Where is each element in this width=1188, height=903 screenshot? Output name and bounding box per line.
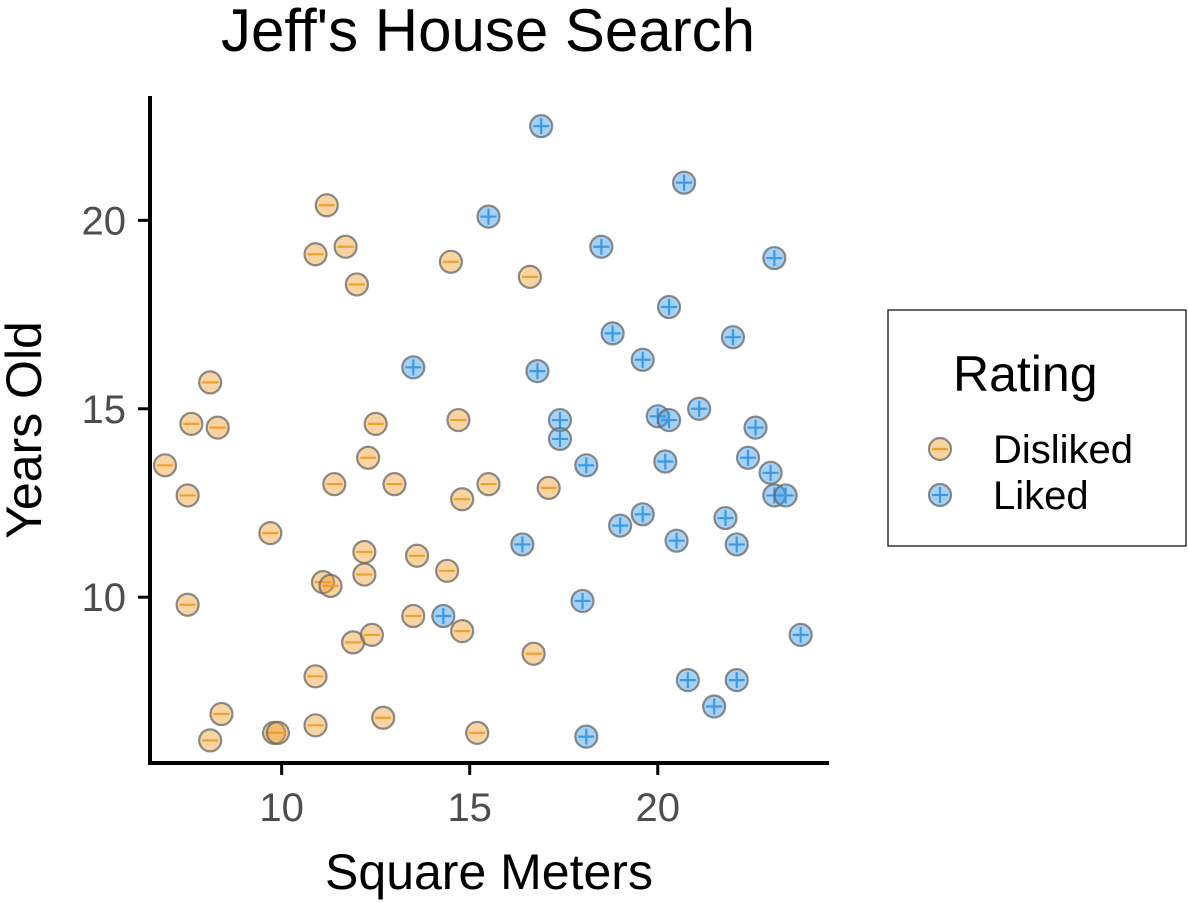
data-point-liked (589, 234, 614, 259)
data-point-liked (735, 445, 761, 470)
data-point-liked (574, 724, 599, 749)
data-point-liked (510, 532, 535, 557)
data-point-disliked (363, 411, 388, 436)
data-point-disliked (314, 193, 339, 218)
data-point-liked (724, 667, 749, 693)
y-axis-ticks: 10 15 20 (82, 199, 150, 620)
data-point-liked (773, 483, 798, 508)
data-point-liked (570, 588, 595, 614)
data-point-liked (547, 426, 573, 452)
data-point-liked (653, 449, 678, 474)
data-point-disliked (152, 453, 178, 478)
data-point-liked (656, 294, 682, 320)
legend-label-liked: Liked (993, 474, 1089, 518)
data-point-liked (525, 358, 550, 384)
x-tick-label: 10 (259, 786, 304, 830)
data-point-liked (788, 622, 813, 647)
y-tick-label: 10 (82, 576, 127, 620)
legend-key-liked (927, 482, 953, 508)
x-axis-title: Square Meters (325, 844, 653, 900)
legend-label-disliked: Disliked (993, 428, 1133, 472)
data-point-disliked (476, 472, 501, 497)
data-point-disliked (450, 487, 475, 512)
data-point-disliked (303, 664, 328, 689)
data-point-disliked (198, 370, 223, 395)
data-point-disliked (209, 701, 234, 727)
data-point-disliked (175, 483, 200, 508)
data-point-disliked (322, 472, 347, 497)
data-point-liked (675, 667, 700, 693)
data-point-liked (664, 528, 689, 553)
data-point-disliked (341, 630, 366, 655)
data-point-disliked (198, 728, 223, 753)
data-point-disliked (517, 264, 542, 289)
points-layer (152, 114, 813, 753)
data-point-disliked (303, 242, 328, 267)
data-point-disliked (205, 415, 230, 440)
y-axis-title: Years Old (0, 321, 52, 539)
data-point-liked (762, 245, 787, 271)
data-point-liked (656, 407, 682, 433)
data-point-liked (401, 355, 426, 380)
data-point-disliked (310, 570, 336, 595)
data-point-liked (713, 505, 738, 531)
data-point-disliked (265, 720, 290, 745)
chart-title: Jeff's House Search (221, 0, 755, 64)
data-point-liked (687, 396, 712, 421)
data-point-disliked (382, 472, 407, 497)
data-point-disliked (356, 445, 381, 470)
data-point-disliked (401, 603, 426, 629)
data-point-liked (630, 347, 655, 372)
data-point-disliked (258, 521, 283, 546)
data-point-disliked (179, 411, 204, 436)
data-point-disliked (359, 622, 385, 647)
y-tick-label: 20 (82, 199, 127, 243)
data-point-liked (630, 502, 655, 527)
data-point-liked (702, 694, 727, 719)
data-point-disliked (318, 573, 343, 598)
data-point-liked (574, 453, 599, 478)
data-point-disliked (175, 592, 200, 617)
data-point-disliked (446, 407, 471, 433)
data-point-liked (476, 204, 501, 229)
legend-key-disliked (927, 436, 953, 462)
data-point-liked (608, 513, 633, 538)
data-point-liked (529, 114, 554, 139)
data-point-disliked (344, 272, 369, 297)
data-point-liked (720, 325, 746, 350)
data-point-liked (758, 460, 783, 485)
data-point-disliked (352, 539, 377, 565)
data-point-disliked (352, 562, 377, 587)
data-point-liked (600, 321, 625, 346)
data-point-disliked (450, 619, 475, 644)
data-point-disliked (536, 475, 561, 501)
data-point-disliked (404, 543, 430, 568)
data-point-disliked (333, 234, 358, 259)
data-point-disliked (371, 705, 396, 730)
y-tick-label: 15 (82, 388, 127, 432)
data-point-liked (431, 603, 456, 629)
x-tick-label: 15 (447, 786, 492, 830)
data-point-liked (743, 415, 768, 440)
data-point-liked (724, 532, 749, 557)
data-point-disliked (435, 558, 460, 583)
data-point-disliked (465, 720, 490, 745)
data-point-disliked (303, 713, 328, 738)
data-point-liked (671, 170, 697, 195)
x-axis-ticks: 10 15 20 (259, 763, 680, 830)
data-point-disliked (438, 249, 463, 274)
legend-title: Rating (953, 346, 1098, 402)
x-tick-label: 20 (636, 786, 681, 830)
data-point-disliked (521, 641, 546, 666)
